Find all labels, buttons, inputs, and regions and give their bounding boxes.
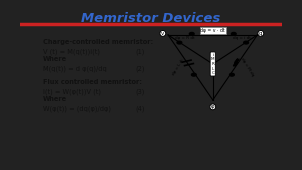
Text: Where: Where: [43, 96, 67, 102]
Text: dφ = L di: dφ = L di: [172, 58, 185, 76]
Text: i(t) = W(φ(t))V (t): i(t) = W(φ(t))V (t): [43, 88, 101, 95]
Text: φ: φ: [211, 104, 214, 109]
Text: v: v: [161, 31, 165, 36]
Text: (3): (3): [135, 88, 145, 95]
Text: dφ = v · dt: dφ = v · dt: [201, 28, 225, 33]
Text: dq = i dt: dq = i dt: [233, 36, 251, 40]
Circle shape: [230, 73, 234, 76]
Text: Charge-controlled memristor:: Charge-controlled memristor:: [43, 39, 153, 45]
Text: M(q(t)) = d φ(q)/dq: M(q(t)) = d φ(q)/dq: [43, 65, 107, 72]
Circle shape: [244, 41, 249, 44]
Text: V (t) = M(q(t))i(t): V (t) = M(q(t))i(t): [43, 48, 100, 55]
Circle shape: [191, 73, 196, 76]
Text: Memristor Devices: Memristor Devices: [81, 12, 221, 25]
Circle shape: [231, 32, 236, 35]
Text: (2): (2): [135, 65, 145, 72]
Text: (4): (4): [135, 105, 145, 112]
Text: Flux controlled memristor:: Flux controlled memristor:: [43, 79, 142, 85]
Text: dφ = M dq: dφ = M dq: [239, 57, 254, 77]
Text: i
M
R
L
C: i M R L C: [211, 53, 214, 75]
Text: (1): (1): [135, 48, 145, 55]
Text: q: q: [259, 31, 262, 36]
Text: Where: Where: [43, 56, 67, 62]
Text: W(φ(t)) = (dq(φ)/dφ): W(φ(t)) = (dq(φ)/dφ): [43, 105, 111, 112]
Circle shape: [189, 32, 194, 35]
Circle shape: [177, 41, 182, 44]
Text: dφ = R dt: dφ = R dt: [175, 36, 195, 40]
